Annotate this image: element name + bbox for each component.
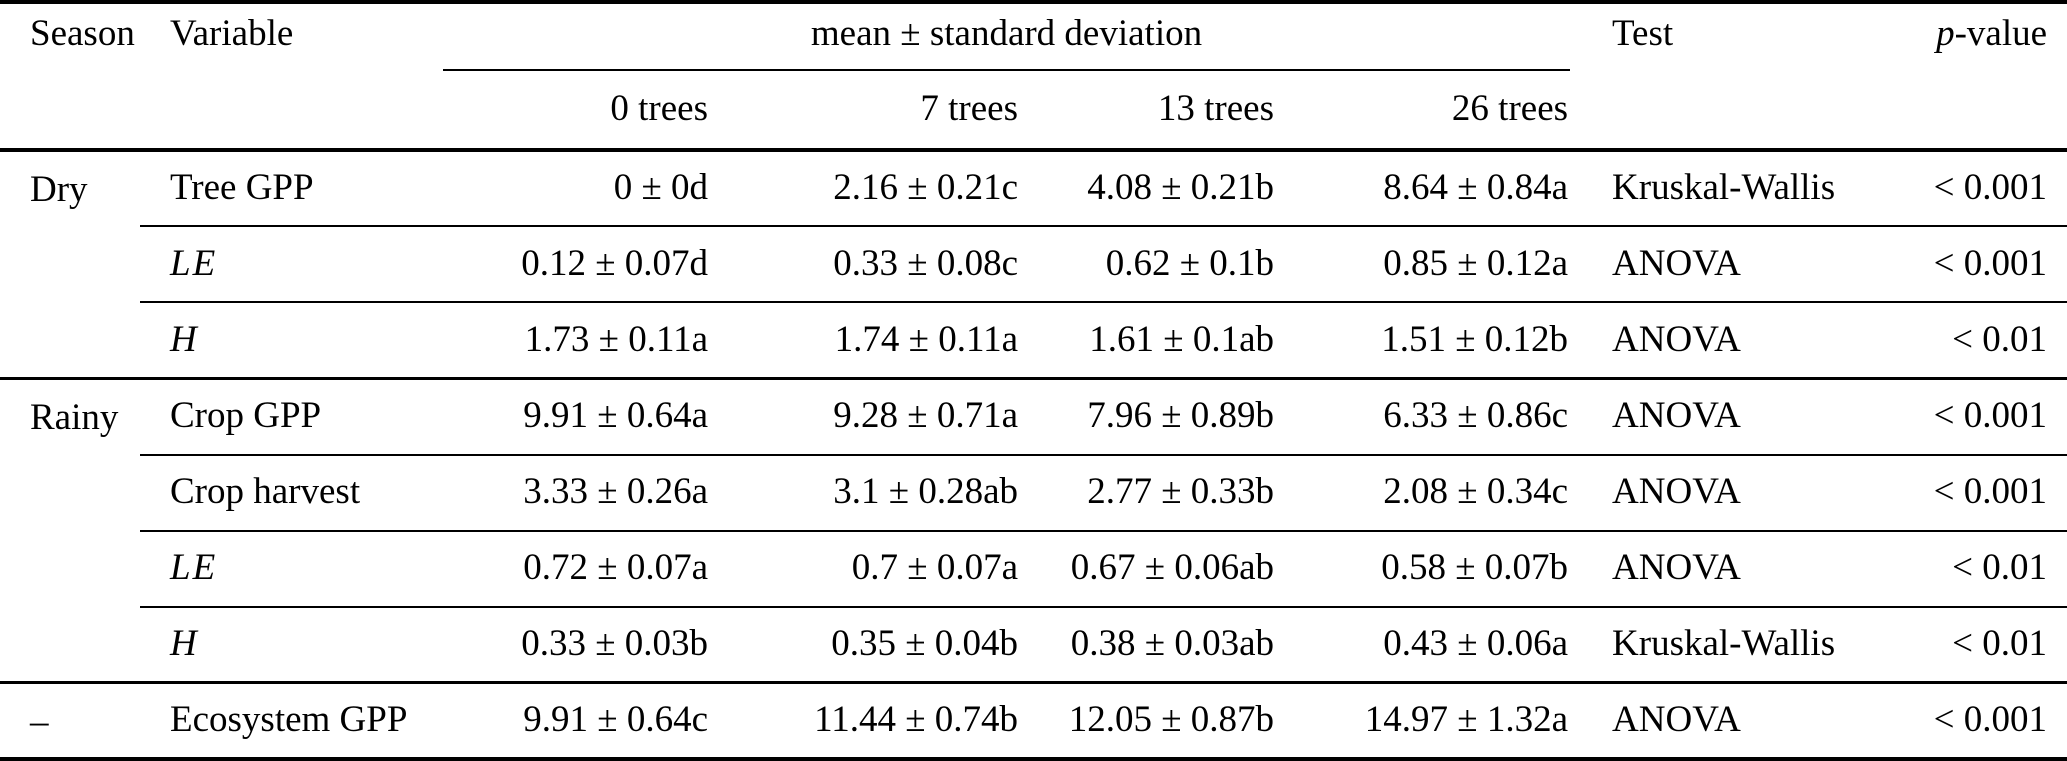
value-cell-0-trees: 0.72 ± 0.07a: [443, 529, 710, 607]
table-row-rainy-le: LE 0.72 ± 0.07a 0.7 ± 0.07a 0.67 ± 0.06a…: [0, 529, 2067, 607]
mean-sd-spanning-header: mean ± standard deviation: [443, 2, 1571, 71]
p-value-cell: < 0.01: [1877, 529, 2067, 607]
table-header: Season Variable mean ± standard deviatio…: [0, 2, 2067, 152]
value-cell-13-trees: 0.38 ± 0.03ab: [1020, 605, 1276, 683]
p-value-cell: < 0.001: [1933, 167, 2048, 209]
value-cell-7-trees: 2.16 ± 0.21c: [833, 167, 1018, 209]
variable-cell: Ecosystem GPP: [140, 681, 443, 759]
p-value-column-header: p-value: [1877, 2, 2067, 152]
season-cell-dry: Dry: [30, 169, 88, 210]
p-value-header-italic-p: p: [1936, 13, 1955, 54]
variable-cell: H: [140, 301, 443, 379]
value-cell-26-trees: 14.97 ± 1.32a: [1276, 681, 1571, 759]
value-cell-26-trees: 6.33 ± 0.86c: [1276, 376, 1571, 455]
value-cell-0-trees: 1.73 ± 0.11a: [443, 301, 710, 379]
value-cell-0-trees: 0.33 ± 0.03b: [443, 605, 710, 683]
value-cell-7-trees: 3.1 ± 0.28ab: [710, 453, 1020, 531]
value-cell-13-trees: 12.05 ± 0.87b: [1020, 681, 1276, 759]
p-value-cell: < 0.001: [1877, 453, 2067, 531]
value-cell-7-trees: 9.28 ± 0.71a: [710, 376, 1020, 455]
test-cell: ANOVA: [1570, 225, 1878, 303]
value-cell-26-trees: 0.43 ± 0.06a: [1276, 605, 1571, 683]
value-cell-26-trees: 0.58 ± 0.07b: [1276, 529, 1571, 607]
season-column-header: Season: [0, 2, 140, 152]
value-cell-26-trees: 2.08 ± 0.34c: [1276, 453, 1571, 531]
subheader-7-trees: 7 trees: [710, 70, 1020, 152]
variable-column-header: Variable: [140, 2, 443, 152]
value-cell-0-trees: 0.12 ± 0.07d: [443, 225, 710, 303]
value-cell-26-trees: 0.85 ± 0.12a: [1276, 225, 1571, 303]
test-cell: ANOVA: [1570, 453, 1878, 531]
p-value-cell: < 0.01: [1877, 301, 2067, 379]
p-value-cell: < 0.001: [1877, 681, 2067, 759]
test-cell: ANOVA: [1570, 301, 1878, 379]
subheader-26-trees: 26 trees: [1276, 70, 1571, 152]
variable-cell: Tree GPP: [170, 167, 314, 209]
variable-cell: H: [140, 605, 443, 683]
test-cell: Kruskal-Wallis: [1612, 167, 1836, 209]
value-cell-7-trees: 1.74 ± 0.11a: [710, 301, 1020, 379]
season-cell-rainy: Rainy: [0, 376, 140, 683]
value-cell-13-trees: 1.61 ± 0.1ab: [1020, 301, 1276, 379]
value-cell-13-trees: 7.96 ± 0.89b: [1020, 376, 1276, 455]
value-cell-13-trees: 2.77 ± 0.33b: [1020, 453, 1276, 531]
table-row-dry-h: H 1.73 ± 0.11a 1.74 ± 0.11a 1.61 ± 0.1ab…: [0, 301, 2067, 379]
value-cell-0-trees: 0 ± 0d: [613, 167, 708, 209]
subheader-0-trees: 0 trees: [443, 70, 710, 152]
p-value-header-rest: -value: [1954, 13, 2048, 54]
p-value-cell: < 0.01: [1877, 605, 2067, 683]
value-cell-26-trees: 1.51 ± 0.12b: [1276, 301, 1571, 379]
value-cell-26-trees: 8.64 ± 0.84a: [1383, 167, 1569, 209]
value-cell-0-trees: 3.33 ± 0.26a: [443, 453, 710, 531]
value-cell-0-trees: 9.91 ± 0.64a: [443, 376, 710, 455]
season-cell-none: –: [0, 681, 140, 759]
table-row-rainy-h: H 0.33 ± 0.03b 0.35 ± 0.04b 0.38 ± 0.03a…: [0, 605, 2067, 683]
value-cell-0-trees: 9.91 ± 0.64c: [443, 681, 710, 759]
value-cell-13-trees: 0.62 ± 0.1b: [1020, 225, 1276, 303]
variable-cell: Crop harvest: [140, 453, 443, 531]
table-row-rainy-crop-harvest: Crop harvest 3.33 ± 0.26a 3.1 ± 0.28ab 2…: [0, 453, 2067, 531]
test-column-header: Test: [1570, 2, 1878, 152]
test-cell: Kruskal-Wallis: [1570, 605, 1878, 683]
value-cell-7-trees: 0.33 ± 0.08c: [710, 225, 1020, 303]
test-cell: ANOVA: [1570, 681, 1878, 759]
table-body: Dry Tree GPP 0 ± 0d 2.16 ± 0.21c 4.08 ± …: [0, 150, 2067, 759]
p-value-cell: < 0.001: [1877, 376, 2067, 455]
variable-cell: Crop GPP: [140, 376, 443, 455]
variable-cell: LE: [140, 529, 443, 607]
subheader-13-trees: 13 trees: [1020, 70, 1276, 152]
value-cell-13-trees: 0.67 ± 0.06ab: [1020, 529, 1276, 607]
variable-cell: LE: [140, 225, 443, 303]
table-row-dry-tree-gpp: Dry Tree GPP 0 ± 0d 2.16 ± 0.21c 4.08 ± …: [0, 150, 2067, 226]
table-row-dry-le: LE 0.12 ± 0.07d 0.33 ± 0.08c 0.62 ± 0.1b…: [0, 225, 2067, 303]
p-value-cell: < 0.001: [1877, 225, 2067, 303]
value-cell-13-trees: 4.08 ± 0.21b: [1087, 167, 1274, 209]
test-cell: ANOVA: [1570, 529, 1878, 607]
table-row-rainy-crop-gpp: Rainy Crop GPP 9.91 ± 0.64a 9.28 ± 0.71a…: [0, 376, 2067, 683]
test-cell: ANOVA: [1570, 376, 1878, 455]
value-cell-7-trees: 0.35 ± 0.04b: [710, 605, 1020, 683]
value-cell-7-trees: 0.7 ± 0.07a: [710, 529, 1020, 607]
table-row-ecosystem-gpp: – Ecosystem GPP 9.91 ± 0.64c 11.44 ± 0.7…: [0, 681, 2067, 759]
value-cell-7-trees: 11.44 ± 0.74b: [710, 681, 1020, 759]
